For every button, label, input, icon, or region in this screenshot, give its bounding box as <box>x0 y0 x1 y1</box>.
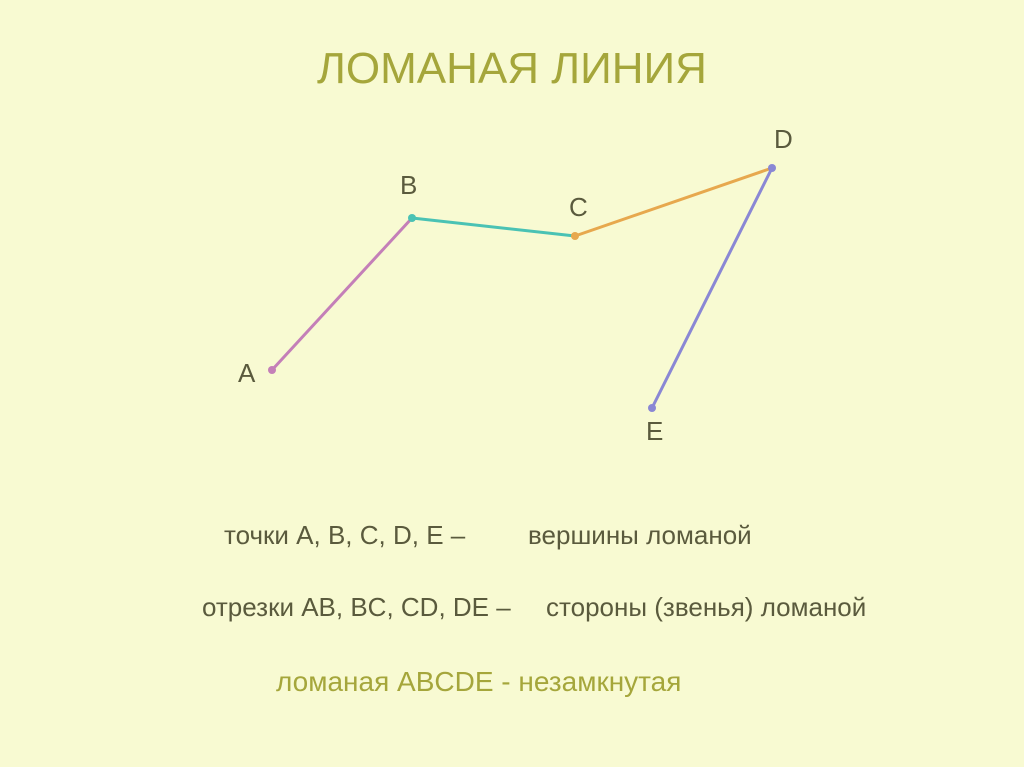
text-sides-label: стороны (звенья) ломаной <box>546 592 866 623</box>
point-e <box>648 404 656 412</box>
segment-bc <box>412 218 575 236</box>
point-d <box>768 164 776 172</box>
segment-ab <box>272 218 412 370</box>
polyline-diagram <box>0 0 1024 767</box>
point-label-e: E <box>646 416 663 447</box>
text-footer: ломаная ABCDE - незамкнутая <box>276 666 681 698</box>
slide: ЛОМАНАЯ ЛИНИЯ A B C D E точки A, B, C, D… <box>0 0 1024 767</box>
text-points-list: точки A, B, C, D, E – <box>224 520 465 551</box>
point-b <box>408 214 416 222</box>
point-label-b: B <box>400 170 417 201</box>
text-segments-list: отрезки AB, BC, CD, DE – <box>202 592 511 623</box>
segments-group <box>272 168 772 408</box>
point-label-c: C <box>569 192 588 223</box>
point-c <box>571 232 579 240</box>
points-group <box>268 164 776 412</box>
point-label-a: A <box>238 358 255 389</box>
point-label-d: D <box>774 124 793 155</box>
point-a <box>268 366 276 374</box>
text-vertices-label: вершины ломаной <box>528 520 752 551</box>
